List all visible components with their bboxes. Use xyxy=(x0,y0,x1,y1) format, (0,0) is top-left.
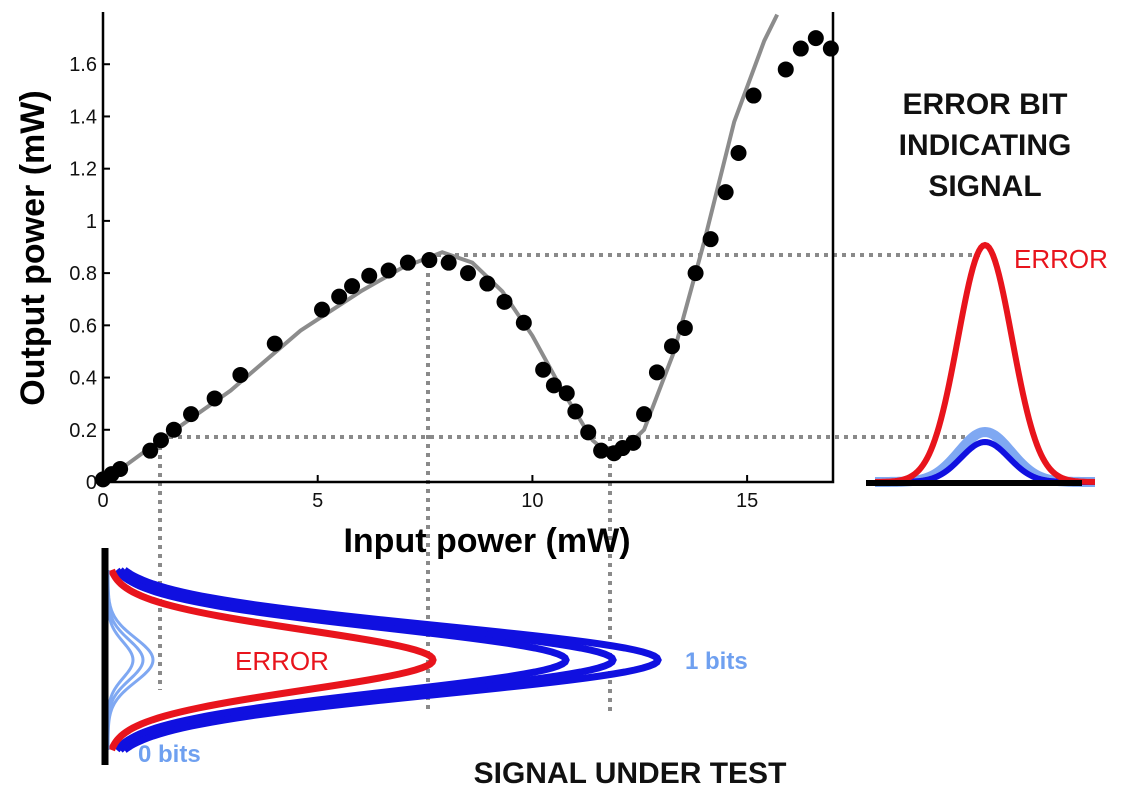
data-point xyxy=(777,61,794,78)
panel-title: INDICATING xyxy=(899,129,1072,162)
data-point xyxy=(460,265,476,282)
data-point xyxy=(687,265,704,282)
data-point xyxy=(515,314,532,331)
data-point xyxy=(702,231,719,248)
y-tick-label: 0.2 xyxy=(69,420,97,442)
data-point xyxy=(479,275,496,292)
data-point xyxy=(822,40,839,57)
data-point xyxy=(535,361,552,378)
data-point xyxy=(440,254,457,271)
data-point xyxy=(558,385,575,402)
data-point xyxy=(648,364,665,381)
pulse xyxy=(108,568,437,752)
error-label: ERROR xyxy=(1014,244,1108,274)
y-tick-label: 0.8 xyxy=(69,263,97,285)
x-tick-label: 0 xyxy=(97,490,108,512)
x-tick-label: 15 xyxy=(736,490,758,512)
data-point xyxy=(266,335,283,352)
plot: 0 0.2 0.4 0.6 0.8 1 1.2 1.4 1.6 0 5 10 15 xyxy=(69,12,839,512)
pulse xyxy=(114,567,570,753)
data-point xyxy=(663,338,680,355)
data-point xyxy=(206,390,223,407)
fit-line xyxy=(101,13,779,484)
data-point xyxy=(593,442,610,459)
signal-diagram xyxy=(101,548,662,765)
data-point xyxy=(792,40,809,57)
data-point xyxy=(807,30,824,47)
y-tick-label: 1.4 xyxy=(69,106,97,128)
data-point xyxy=(676,319,693,336)
data-point xyxy=(344,278,361,295)
data-point xyxy=(142,442,159,459)
data-point xyxy=(232,366,249,383)
y-axis-label: Output power (mW) xyxy=(14,90,52,405)
data-point xyxy=(399,254,416,271)
plot-frame xyxy=(101,12,835,484)
panel-title: SIGNAL UNDER TEST xyxy=(474,757,787,790)
x-axis-label: Input power (mW) xyxy=(343,522,630,560)
zero-bits-label: 0 bits xyxy=(138,741,201,768)
x-tick-label: 5 xyxy=(312,490,323,512)
data-point xyxy=(112,460,129,477)
y-tick-label: 1 xyxy=(86,211,97,233)
data-point xyxy=(496,293,513,310)
panel-title: SIGNAL xyxy=(928,170,1041,203)
data-point xyxy=(745,87,762,104)
data-point xyxy=(730,145,747,161)
panel-title: ERROR BIT xyxy=(903,88,1068,121)
error-label: ERROR xyxy=(235,646,329,676)
one-bits-label: 1 bits xyxy=(685,648,748,675)
pulse xyxy=(106,570,135,750)
data-point xyxy=(717,184,734,201)
data-point xyxy=(545,377,562,394)
y-tick-label: 1.2 xyxy=(69,159,97,181)
y-tick-label: 0.6 xyxy=(69,315,97,337)
data-point xyxy=(183,406,200,423)
data-point xyxy=(165,421,182,438)
data-point xyxy=(314,301,330,318)
pulse xyxy=(874,241,1096,485)
data-point xyxy=(380,262,397,279)
data-point xyxy=(567,403,584,420)
y-tick-label: 0 xyxy=(86,472,97,494)
data-point xyxy=(580,424,597,441)
error-signal-diagram xyxy=(866,241,1096,487)
data-point xyxy=(421,252,438,269)
pulse xyxy=(117,567,617,753)
data-point xyxy=(636,406,653,423)
y-tick-label: 1.6 xyxy=(69,54,97,76)
data-point xyxy=(361,267,378,284)
data-point xyxy=(331,288,348,305)
x-tick-label: 10 xyxy=(521,490,543,512)
data-point xyxy=(625,434,642,451)
data-point xyxy=(152,432,169,449)
y-tick-label: 0.4 xyxy=(69,368,97,390)
